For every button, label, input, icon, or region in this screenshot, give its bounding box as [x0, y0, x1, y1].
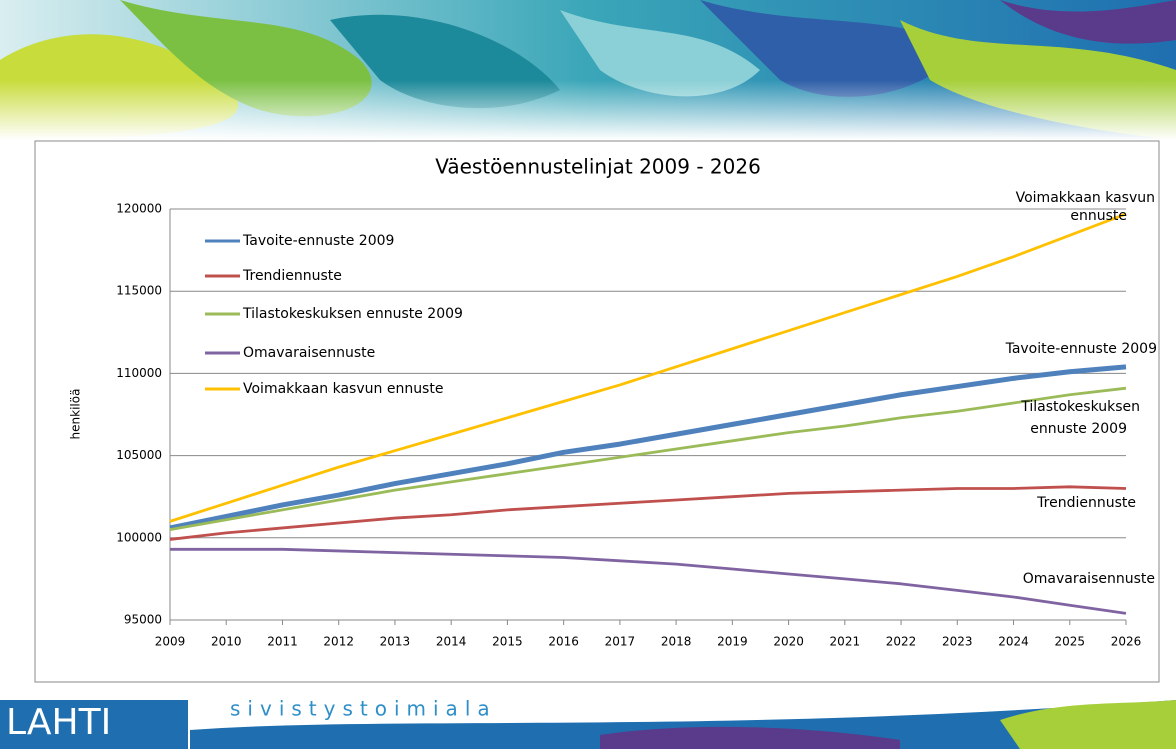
- y-tick-label: 110000: [116, 366, 162, 380]
- x-tick-label: 2019: [717, 635, 748, 649]
- top-banner: [0, 0, 1176, 140]
- x-tick-label: 2010: [211, 635, 242, 649]
- logo: LAHTI: [6, 702, 111, 743]
- y-tick-label: 120000: [116, 202, 162, 216]
- legend-label: Trendiennuste: [242, 268, 342, 284]
- x-tick-label: 2016: [548, 635, 579, 649]
- annotation: Tavoite-ennuste 2009: [1005, 341, 1157, 357]
- annotation: ennuste: [1070, 208, 1127, 224]
- y-tick-label: 105000: [116, 448, 162, 462]
- x-tick-label: 2013: [380, 635, 411, 649]
- x-tick-label: 2017: [605, 635, 636, 649]
- annotation: Tilastokeskuksen: [1020, 399, 1140, 415]
- x-tick-label: 2011: [267, 635, 298, 649]
- x-tick-label: 2026: [1111, 635, 1142, 649]
- annotation: Voimakkaan kasvun: [1016, 190, 1155, 206]
- legend-label: Tavoite-ennuste 2009: [242, 233, 394, 249]
- legend-label: Voimakkaan kasvun ennuste: [243, 381, 443, 397]
- x-tick-label: 2018: [661, 635, 692, 649]
- legend-label: Tilastokeskuksen ennuste 2009: [242, 306, 463, 322]
- department: sivistystoimiala: [230, 697, 497, 721]
- y-tick-label: 95000: [124, 613, 162, 627]
- y-tick-label: 100000: [116, 530, 162, 544]
- page: {"chart_data": {"type": "line", "title":…: [0, 0, 1176, 749]
- annotation: ennuste 2009: [1030, 421, 1127, 437]
- x-tick-label: 2012: [323, 635, 354, 649]
- chart-frame: [35, 141, 1159, 682]
- x-tick-label: 2024: [998, 635, 1029, 649]
- annotation: Omavaraisennuste: [1023, 571, 1155, 587]
- slide: Väestöennustelinjat 2009 - 2026 henkilöä…: [0, 0, 1176, 749]
- x-tick-label: 2014: [436, 635, 467, 649]
- x-tick-label: 2022: [886, 635, 917, 649]
- y-tick-label: 115000: [116, 284, 162, 298]
- x-tick-label: 2025: [1054, 635, 1085, 649]
- x-tick-label: 2023: [942, 635, 973, 649]
- y-axis-label: henkilöä: [69, 389, 83, 440]
- bottom-banner: [0, 700, 1176, 749]
- x-tick-label: 2020: [773, 635, 804, 649]
- x-tick-label: 2009: [155, 635, 186, 649]
- annotation: Trendiennuste: [1036, 495, 1136, 511]
- x-tick-label: 2015: [492, 635, 523, 649]
- legend-label: Omavaraisennuste: [243, 345, 375, 361]
- x-tick-label: 2021: [830, 635, 861, 649]
- chart-title: Väestöennustelinjat 2009 - 2026: [435, 155, 761, 179]
